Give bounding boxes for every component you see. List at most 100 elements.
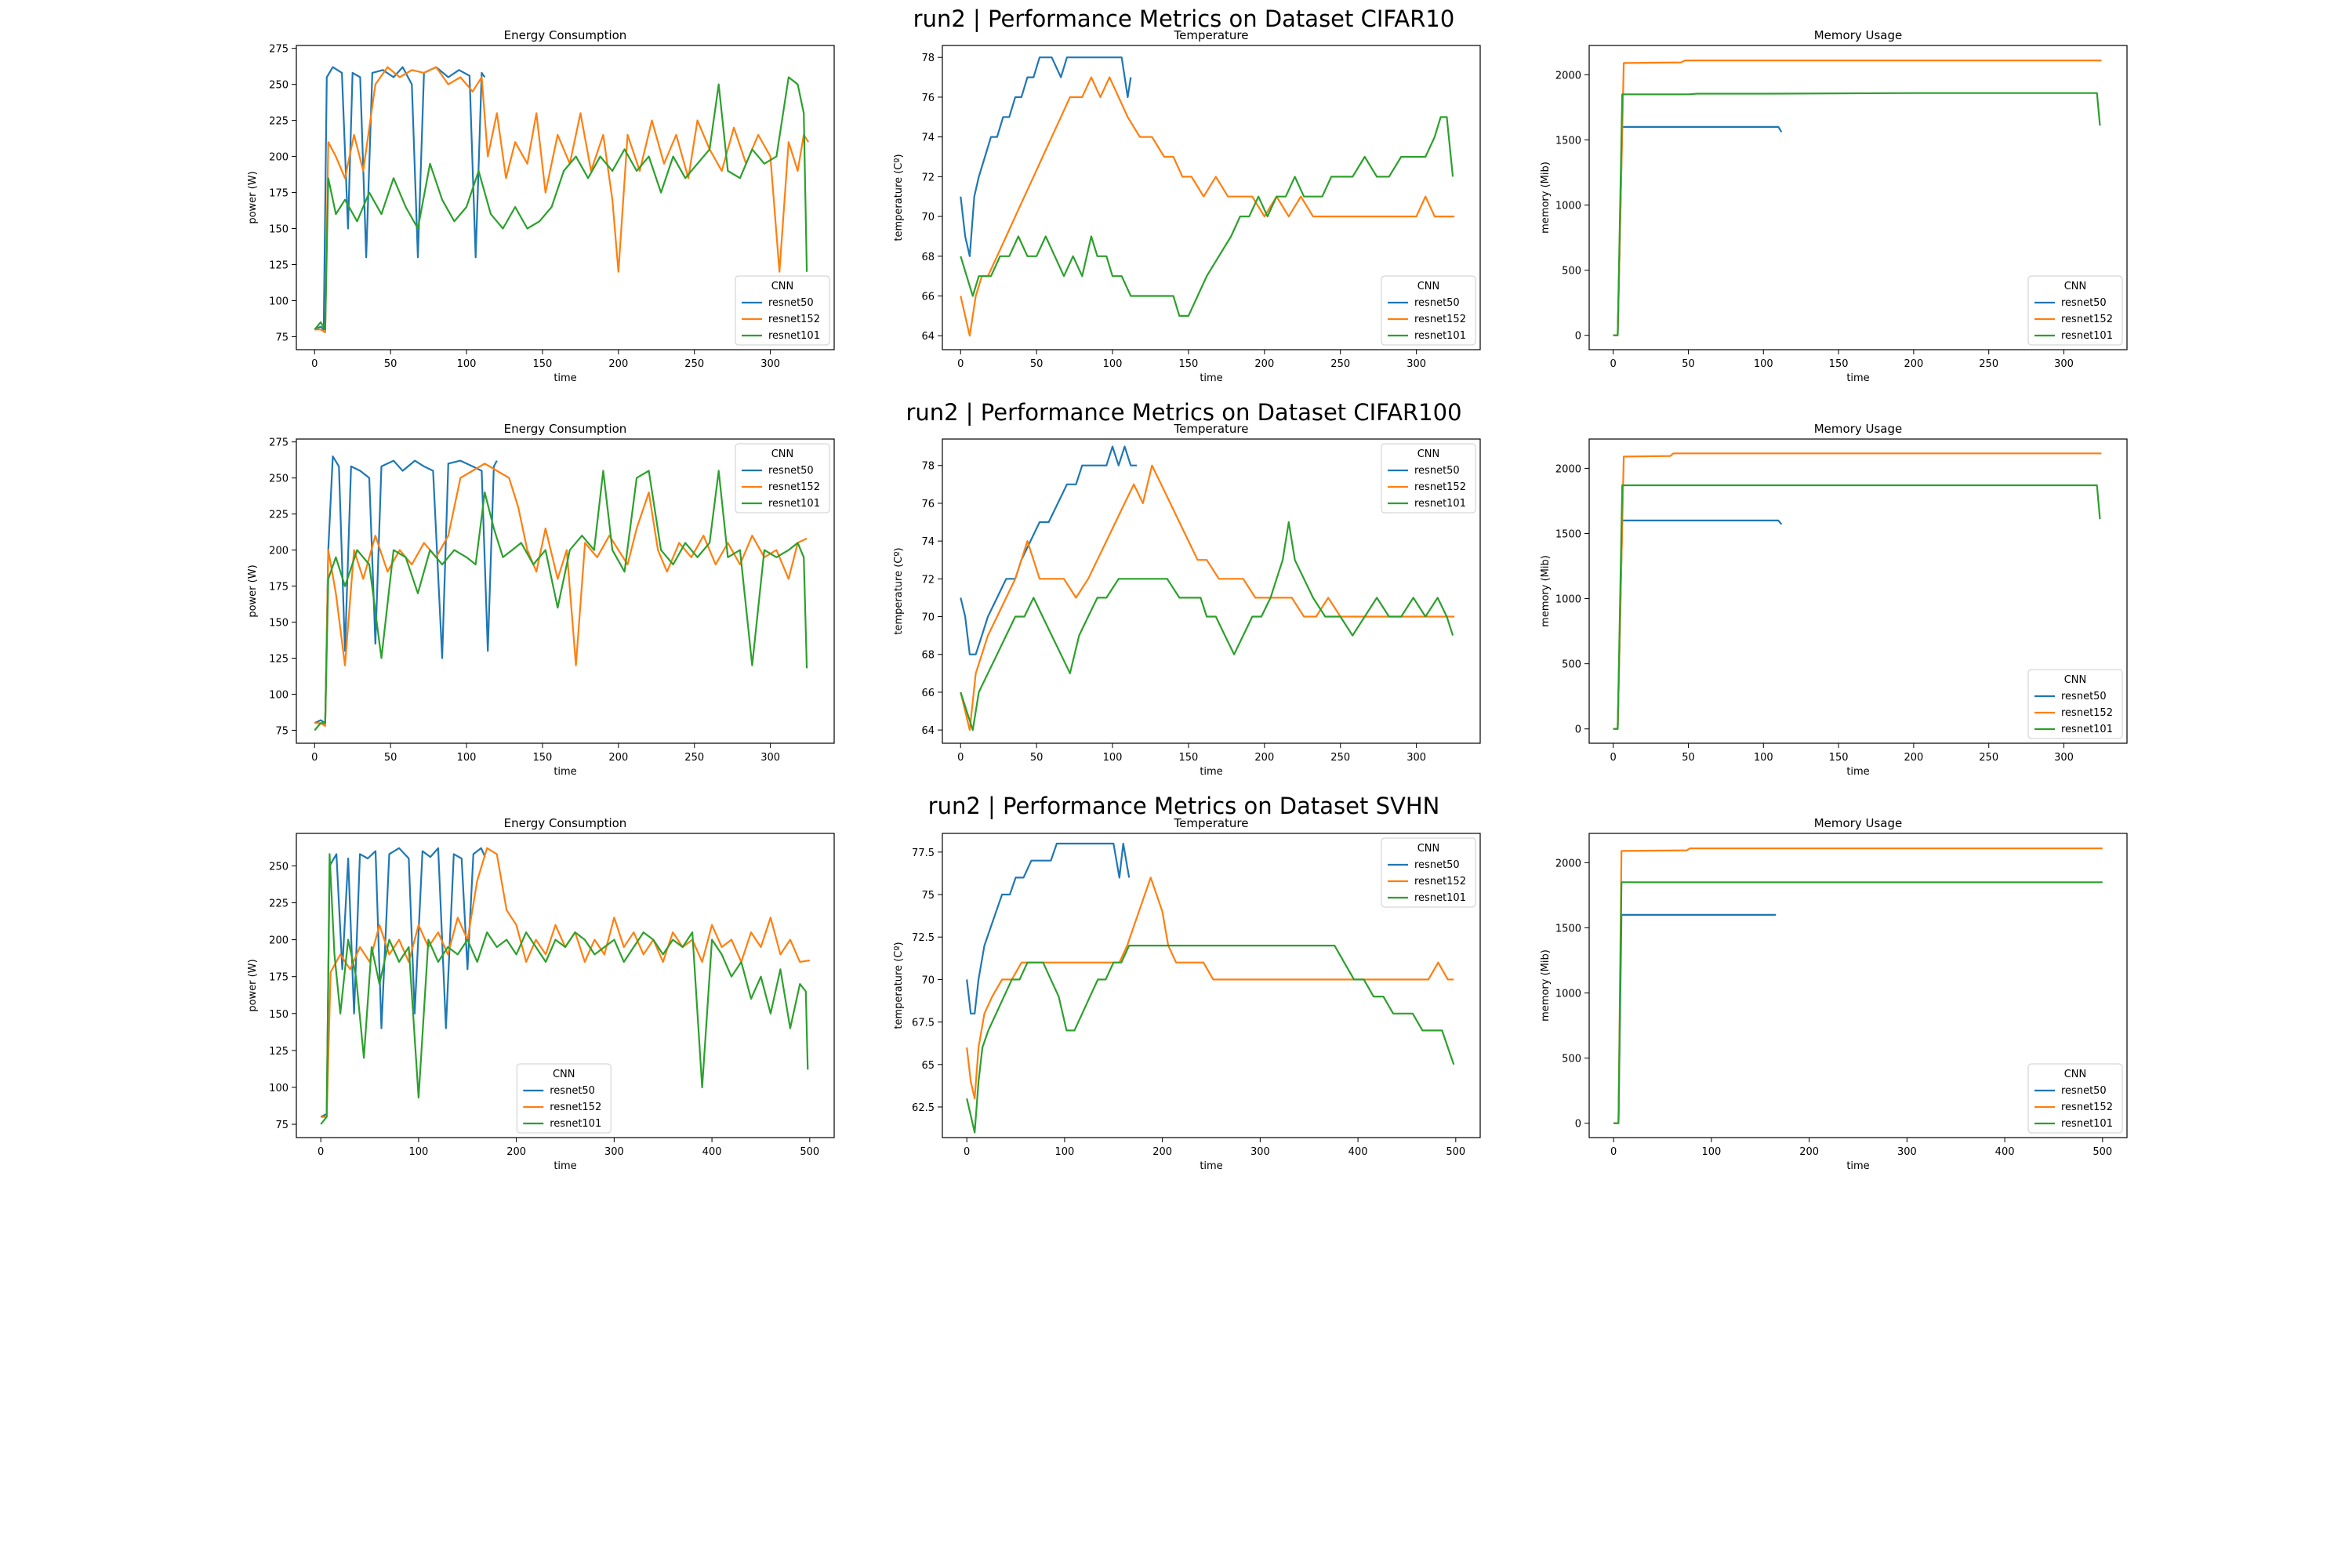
x-tick-label: 250	[1330, 752, 1350, 764]
x-tick-label: 0	[311, 752, 318, 764]
x-tick-label: 500	[800, 1146, 819, 1158]
x-tick-label: 500	[1446, 1146, 1465, 1158]
y-tick-label: 200	[269, 546, 289, 557]
x-tick-label: 400	[1348, 1146, 1368, 1158]
x-axis-label: time	[1846, 766, 1869, 778]
chart-panels: Energy Consumption 0 50 100 150 200 250 300 75 10…	[247, 28, 2128, 1172]
y-tick-label: 500	[1562, 266, 1581, 278]
x-tick-label: 300	[2054, 358, 2074, 370]
y-tick-label: 78	[921, 461, 935, 473]
x-axis-label: time	[554, 1160, 576, 1172]
x-tick-label: 300	[1250, 1146, 1270, 1158]
x-tick-label: 300	[1406, 358, 1426, 370]
series-line-resnet152	[960, 76, 1455, 337]
plot-frame	[942, 833, 1481, 1138]
x-tick-label: 0	[1610, 752, 1617, 764]
x-tick-label: 50	[1682, 752, 1695, 764]
y-tick-label: 250	[269, 474, 289, 485]
legend-entry-resnet101: resnet101	[2061, 330, 2113, 342]
suptitle-svhn: run2 | Performance Metrics on Dataset SV…	[928, 793, 1440, 819]
x-tick-label: 250	[1979, 358, 1998, 370]
chart-title: Temperature	[1173, 28, 1248, 42]
y-axis-label: power (W)	[247, 171, 259, 223]
legend-entry-resnet152: resnet152	[2061, 1102, 2113, 1113]
y-tick-label: 68	[921, 650, 935, 662]
y-tick-label: 70	[921, 975, 935, 986]
y-tick-label: 150	[269, 224, 289, 236]
x-tick-label: 250	[1979, 752, 1998, 764]
series-line-resnet101	[960, 116, 1454, 317]
legend-entry-resnet101: resnet101	[1414, 330, 1466, 342]
y-tick-label: 200	[269, 152, 289, 164]
x-axis-label: time	[1200, 372, 1222, 384]
plot-frame	[942, 45, 1481, 350]
y-tick-label: 62.5	[912, 1102, 935, 1114]
legend-box	[1381, 837, 1476, 908]
y-tick-label: 78	[921, 53, 935, 64]
x-tick-label: 200	[608, 752, 628, 764]
x-tick-label: 50	[1030, 358, 1044, 370]
legend-entry-resnet50: resnet50	[768, 297, 814, 309]
legend-title: CNN	[771, 448, 794, 460]
x-tick-label: 200	[1904, 358, 1923, 370]
y-tick-label: 225	[269, 510, 289, 521]
legend: CNN resnet50 resnet152 resnet101	[1381, 443, 1476, 514]
legend-entry-resnet50: resnet50	[1414, 297, 1460, 309]
y-tick-label: 125	[269, 260, 289, 272]
legend-entry-resnet50: resnet50	[1414, 465, 1460, 477]
y-axis-label: temperature (Cº)	[893, 154, 905, 241]
legend-entry-resnet101: resnet101	[2061, 724, 2113, 735]
series-group	[320, 847, 810, 1125]
legend-box	[2027, 1063, 2123, 1134]
y-tick-label: 72	[921, 172, 935, 183]
series-line-resnet101	[314, 470, 808, 731]
x-tick-label: 100	[457, 358, 477, 370]
x-tick-label: 100	[1754, 752, 1773, 764]
y-tick-label: 125	[269, 1046, 289, 1058]
y-tick-label: 72.5	[912, 932, 935, 944]
legend-entry-resnet50: resnet50	[550, 1085, 595, 1097]
x-tick-label: 200	[1799, 1146, 1819, 1158]
x-tick-label: 100	[1701, 1146, 1721, 1158]
x-tick-label: 200	[1254, 358, 1274, 370]
chart-panel: Memory Usage 0 100 200 300 400 500 0 500 1000 1500…	[1540, 816, 2128, 1172]
y-tick-label: 74	[921, 132, 935, 144]
series-group	[1613, 848, 2103, 1124]
chart-panel: Temperature 0 50 100 150 200 250 300 64 66 68 70 72 7…	[893, 28, 1481, 384]
y-tick-label: 70	[921, 212, 935, 223]
series-group	[1613, 452, 2102, 730]
series-group	[314, 66, 810, 333]
legend: CNN resnet50 resnet152 resnet101	[735, 275, 830, 346]
series-line-resnet101	[960, 521, 1454, 731]
plot-frame	[1588, 833, 2128, 1138]
x-tick-label: 300	[2054, 752, 2074, 764]
y-tick-label: 67.5	[912, 1018, 935, 1029]
x-tick-label: 150	[1829, 752, 1849, 764]
plot-frame	[1588, 438, 2128, 744]
y-tick-label: 65	[921, 1060, 935, 1072]
y-tick-label: 1000	[1555, 594, 1581, 606]
series-line-resnet101	[1613, 92, 2101, 336]
x-axis-label: time	[1846, 372, 1869, 384]
chart-title: Energy Consumption	[504, 422, 627, 436]
x-tick-label: 0	[1610, 358, 1617, 370]
x-tick-label: 100	[1054, 1146, 1074, 1158]
y-tick-label: 1000	[1555, 989, 1581, 1000]
y-tick-label: 2000	[1555, 70, 1581, 82]
y-tick-label: 1500	[1555, 528, 1581, 540]
legend-entry-resnet101: resnet101	[768, 498, 820, 510]
legend-title: CNN	[1417, 448, 1440, 460]
x-tick-label: 50	[384, 752, 397, 764]
chart-panel: Energy Consumption 0 100 200 300 400 500 75 100 1…	[247, 816, 835, 1172]
plot-frame	[1588, 45, 2128, 350]
legend-title: CNN	[2064, 281, 2087, 292]
y-tick-label: 175	[269, 582, 289, 593]
x-axis-label: time	[1200, 766, 1222, 778]
chart-panel: Memory Usage 0 50 100 150 200 250 300 0 500 1000 15…	[1540, 28, 2128, 384]
legend-entry-resnet152: resnet152	[1414, 314, 1466, 325]
x-tick-label: 150	[533, 358, 553, 370]
y-axis-label: power (W)	[247, 564, 259, 617]
y-tick-label: 68	[921, 252, 935, 263]
x-tick-label: 300	[760, 358, 780, 370]
y-tick-label: 70	[921, 612, 935, 624]
